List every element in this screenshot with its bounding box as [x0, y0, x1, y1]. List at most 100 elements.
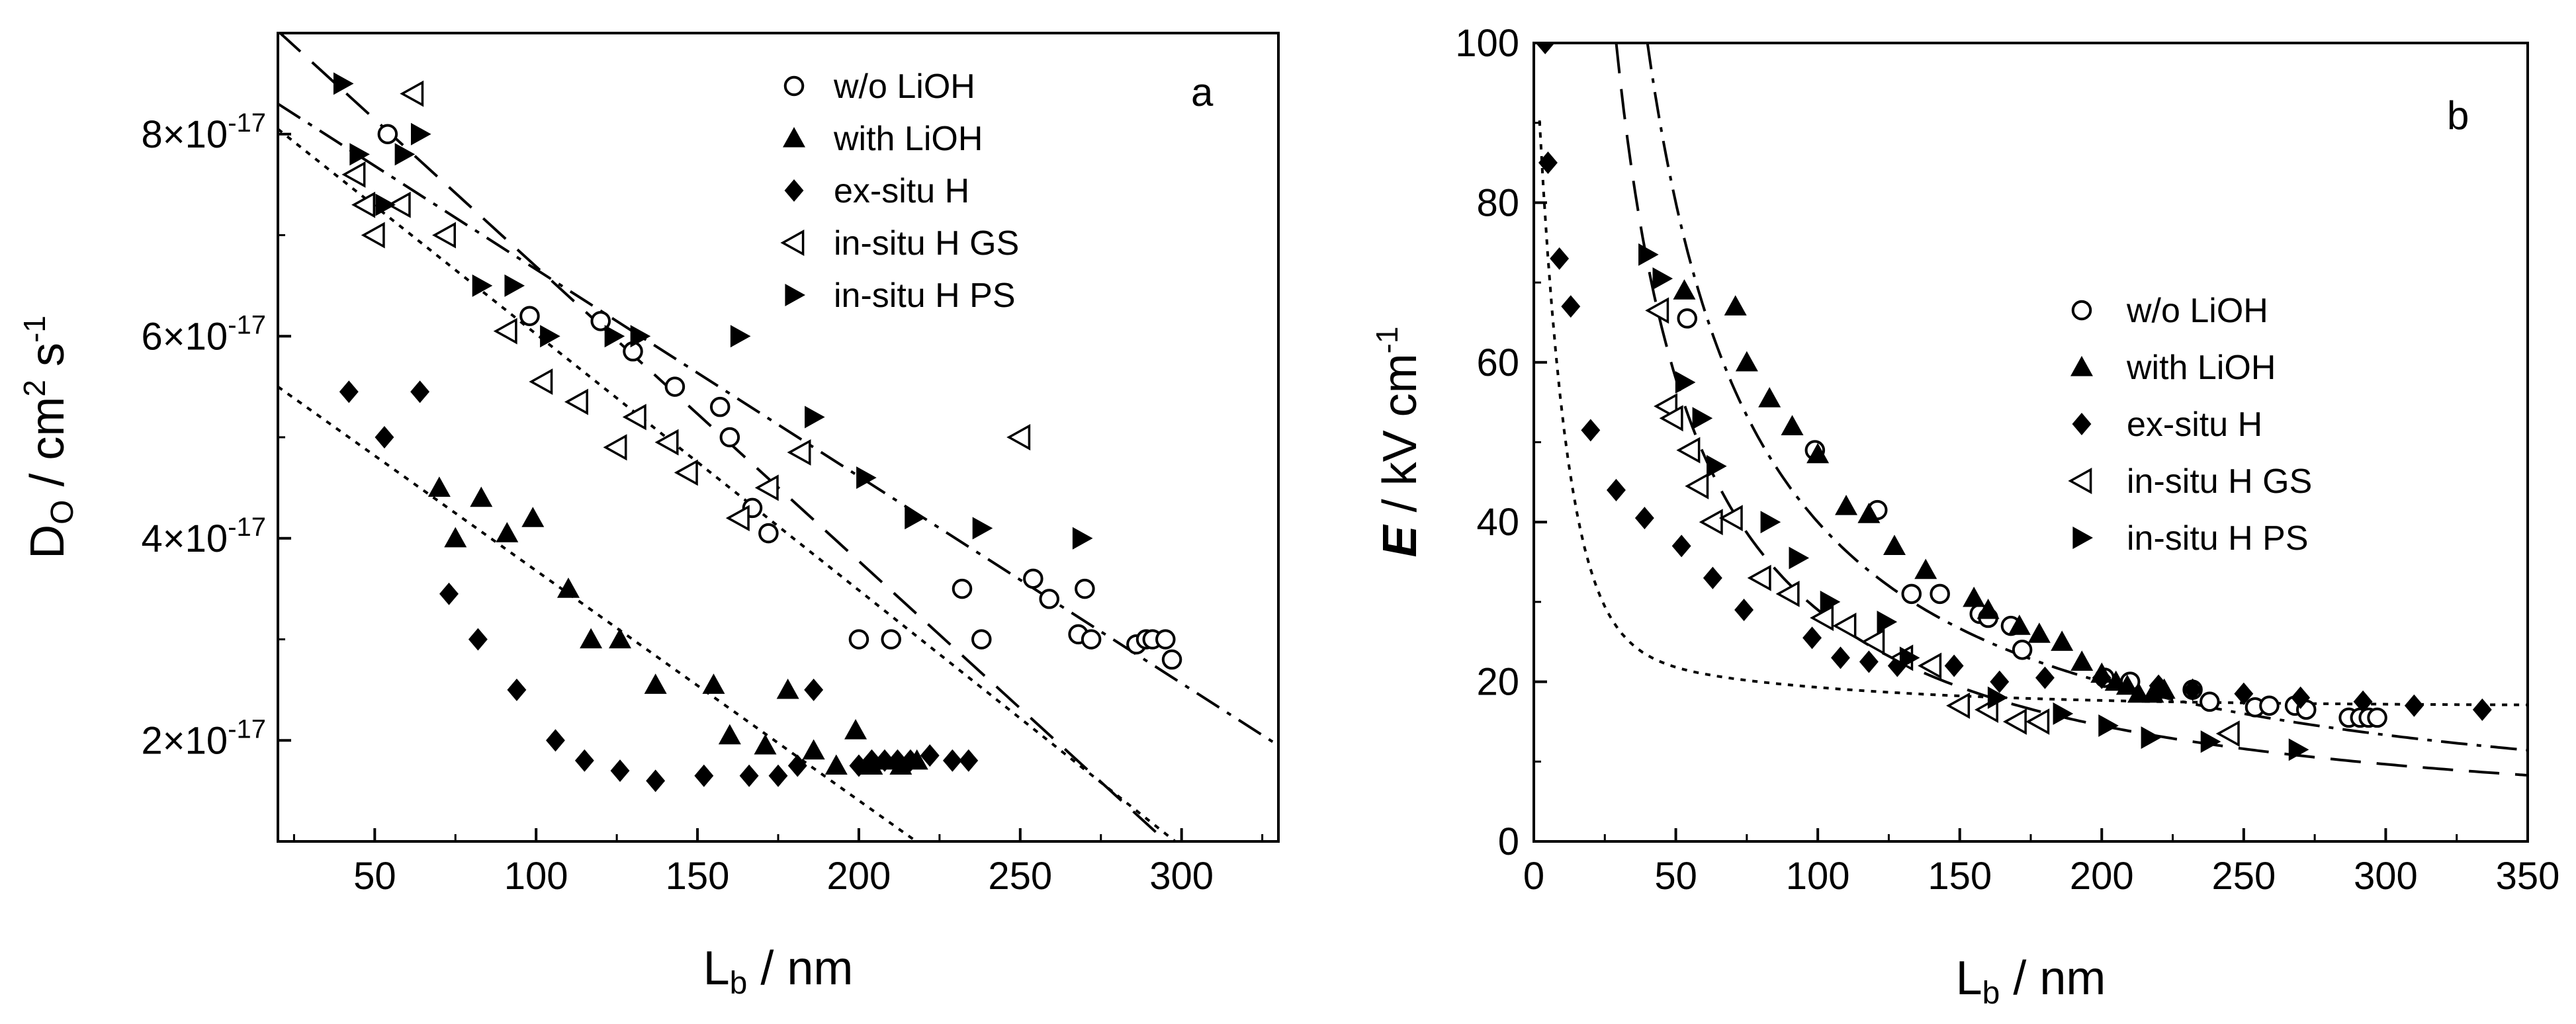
panel-a-series-0-point-14 [1039, 589, 1059, 609]
panel-b-series-0-point-3 [1901, 583, 1922, 605]
panel-b-series-2-point-3 [1561, 295, 1581, 318]
panel-a-legend: w/o LiOH with LiOH ex-situ H in-situ H G… [780, 67, 1019, 315]
panel-a-series-2-point-0 [339, 380, 359, 404]
panel-a-series-0-point-9 [848, 629, 869, 650]
panel-a-data-points [333, 72, 1182, 792]
panel-b-series-0-point-12 [2199, 691, 2220, 712]
panel-a-y-tick-label: 4×10-17 [142, 513, 266, 560]
panel-a-legend-marker-4 [785, 284, 805, 306]
panel-b-data-points [1535, 43, 2492, 761]
panel-a-series-0-point-1 [519, 306, 540, 326]
panel-a-series-2-point-5 [507, 678, 527, 701]
panel-b-legend-marker-0 [2071, 300, 2092, 321]
panel-b-series-3-point-10 [1832, 613, 1857, 640]
panel-b-series-1-point-14 [2051, 630, 2074, 651]
panel-a-series-1-point-12 [776, 678, 799, 699]
panel-a-series-1-point-11 [754, 734, 777, 755]
panel-a-series-2-point-11 [739, 764, 759, 787]
panel-a-series-4-point-10 [730, 325, 751, 348]
panel-b-series-0-point-14 [2259, 695, 2280, 716]
panel-b-legend-label-1: with LiOH [2126, 349, 2276, 387]
panel-b-series-2-point-5 [1607, 478, 1626, 501]
panel-a-legend-marker-0 [783, 75, 805, 97]
panel-a-legend-marker-3 [780, 230, 805, 256]
panel-b-series-2-point-14 [1944, 654, 1964, 677]
panel-b-series-2-point-2 [1550, 247, 1570, 270]
panel-b-series-3-point-13 [1918, 652, 1942, 679]
panel-b-x-tick-label: 250 [2211, 855, 2276, 898]
panel-a-series-0-point-6 [719, 427, 740, 448]
panel-b-series-2-point-7 [1671, 534, 1691, 558]
panel-b-series-2-point-9 [1734, 598, 1754, 621]
panel-a-fit-line-3 [278, 385, 919, 841]
panel-b-series-3-point-3 [1676, 437, 1701, 464]
panel-b-x-axis-label: Lb / nm [1956, 952, 2106, 1011]
panel-b: 0 50 100 150 200 250 300 350 0 20 40 60 80 100 b w/o… [1370, 22, 2559, 1011]
panel-b-series-1-point-13 [2027, 622, 2051, 643]
panel-b-series-2-point-16 [2035, 666, 2055, 689]
panel-b-series-2-point-15 [1990, 670, 2010, 693]
panel-a-series-0-point-11 [952, 578, 973, 599]
panel-a-series-4-point-1 [349, 143, 370, 166]
panel-a-series-1-point-2 [470, 486, 493, 507]
panel-a-series-1-point-13 [802, 739, 825, 760]
panel-a-series-3-point-1 [341, 161, 366, 188]
panel-a-series-4-point-4 [411, 122, 431, 146]
panel-b-series-2-point-12 [1859, 650, 1879, 673]
panel-b-series-2-point-17 [2092, 666, 2111, 689]
panel-b-series-1-point-4 [1781, 415, 1804, 435]
panel-a-x-tick-label: 250 [988, 855, 1052, 898]
panel-b-series-3-point-6 [1718, 505, 1743, 532]
panel-b-series-2-point-20 [2234, 682, 2254, 705]
panel-b-legend: w/o LiOH with LiOH ex-situ H in-situ H G… [2068, 292, 2312, 558]
panel-a-series-4-point-14 [972, 517, 993, 540]
panel-b-y-tick-label: 80 [1476, 181, 1519, 224]
panel-b-series-3-point-7 [1747, 564, 1771, 591]
panel-a-series-2-point-10 [694, 764, 714, 787]
panel-b-series-1-point-5 [1806, 443, 1830, 464]
panel-a-series-0-point-17 [1081, 629, 1102, 650]
panel-a-series-1-point-6 [580, 628, 603, 649]
panel-b-fit-lines [1538, 43, 2528, 777]
panel-b-series-2-point-24 [2472, 698, 2492, 721]
panel-b-series-4-point-8 [1877, 611, 1898, 634]
panel-b-legend-markers [2068, 300, 2093, 549]
panel-b-series-1-point-15 [2070, 650, 2094, 671]
panel-a-series-4-point-0 [333, 72, 354, 95]
panel-b-legend-marker-4 [2072, 527, 2093, 549]
panel-a-series-1-point-1 [444, 527, 467, 548]
panel-b-series-3-point-8 [1775, 580, 1800, 607]
panel-a-series-2-point-1 [375, 426, 394, 448]
panel-b-series-1-point-7 [1857, 503, 1881, 523]
panel-b-x-tick-label: 350 [2496, 855, 2560, 898]
panel-a-y-ticks: 2×10-17 4×10-17 6×10-17 8×10-17 [142, 108, 291, 843]
panel-b-x-tick-label: 50 [1654, 855, 1697, 898]
panel-a-series-0-point-22 [1161, 649, 1182, 670]
panel-b-series-2-point-21 [2291, 686, 2311, 709]
panel-a-series-0-point-4 [664, 376, 686, 397]
panel-a-series-4-point-12 [856, 466, 877, 490]
panel-a-series-0-point-10 [881, 629, 901, 650]
panel-a-series-2-point-2 [410, 380, 430, 404]
panel-b-series-4-point-13 [2141, 726, 2162, 749]
panel-a-series-2-point-12 [768, 764, 788, 787]
panel-b-series-1-point-0 [1673, 279, 1696, 300]
panel-b-y-ticks: 0 20 40 60 80 100 [1455, 22, 1547, 863]
panel-b-x-tick-label: 300 [2354, 855, 2418, 898]
panel-b-series-1-point-12 [2008, 615, 2031, 635]
panel-a-series-2-point-22 [959, 749, 979, 772]
panel-a-series-2-point-9 [646, 769, 666, 792]
panel-b-series-4-point-10 [1987, 686, 2008, 709]
panel-a-series-1-point-3 [496, 522, 519, 542]
panel-a-series-1-point-4 [521, 507, 545, 527]
panel-b-series-2-point-6 [1634, 507, 1654, 530]
panel-a-x-ticks: 50 100 150 200 250 300 [292, 828, 1264, 898]
panel-a-series-3-point-5 [432, 222, 456, 249]
panel-b-series-3-point-16 [2002, 708, 2027, 735]
panel-b-series-1-point-8 [1883, 534, 1906, 556]
panel-b-y-tick-label: 0 [1498, 820, 1519, 863]
panel-b-x-tick-label: 150 [1928, 855, 1992, 898]
panel-a: 50 100 150 200 250 300 2×10-17 4×10-17 6×10-17 8… [17, 32, 1280, 1001]
panel-b-series-3-point-4 [1685, 472, 1709, 499]
